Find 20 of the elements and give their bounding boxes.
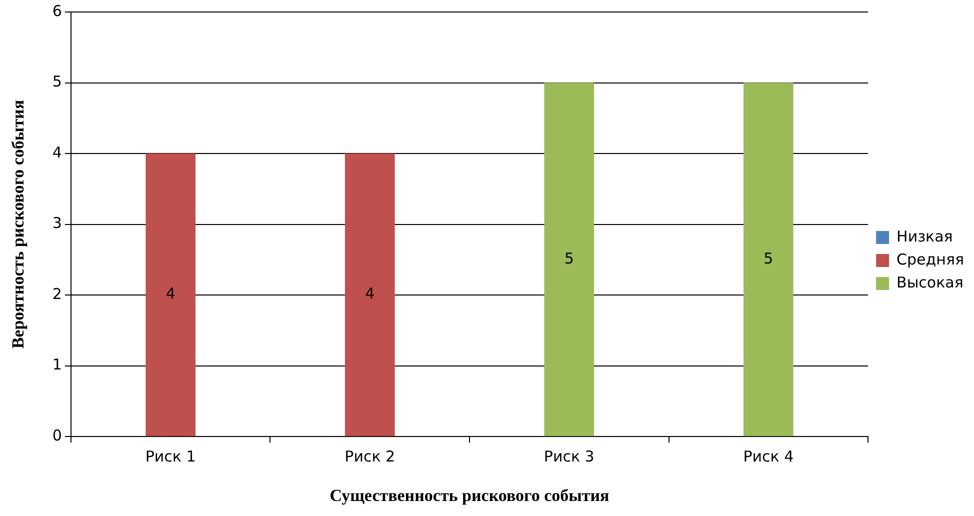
y-tick-label: 3: [52, 214, 62, 232]
data-label: 4: [365, 284, 375, 303]
x-axis-title: Существенность рискового события: [330, 486, 610, 506]
y-axis-title: Вероятность рискового события: [8, 100, 28, 349]
x-tick-label: Риск 3: [544, 447, 594, 466]
data-label: 4: [166, 284, 176, 303]
x-tick-label: Риск 4: [743, 447, 794, 466]
legend-label: Высокая: [896, 273, 964, 292]
y-tick-label: 1: [52, 356, 62, 374]
y-tick-label: 0: [52, 426, 62, 444]
legend-label: Средняя: [896, 250, 964, 268]
y-tick-label: 4: [52, 143, 62, 162]
y-tick-label: 6: [52, 2, 62, 20]
x-tick-label: Риск 2: [344, 447, 396, 466]
y-tick-label: 2: [52, 284, 62, 303]
data-label: 5: [564, 249, 574, 268]
x-tick-label: Риск 1: [145, 447, 196, 466]
data-label: 5: [764, 249, 774, 268]
legend-label: Низкая: [896, 227, 953, 246]
y-tick-label: 5: [52, 72, 62, 91]
